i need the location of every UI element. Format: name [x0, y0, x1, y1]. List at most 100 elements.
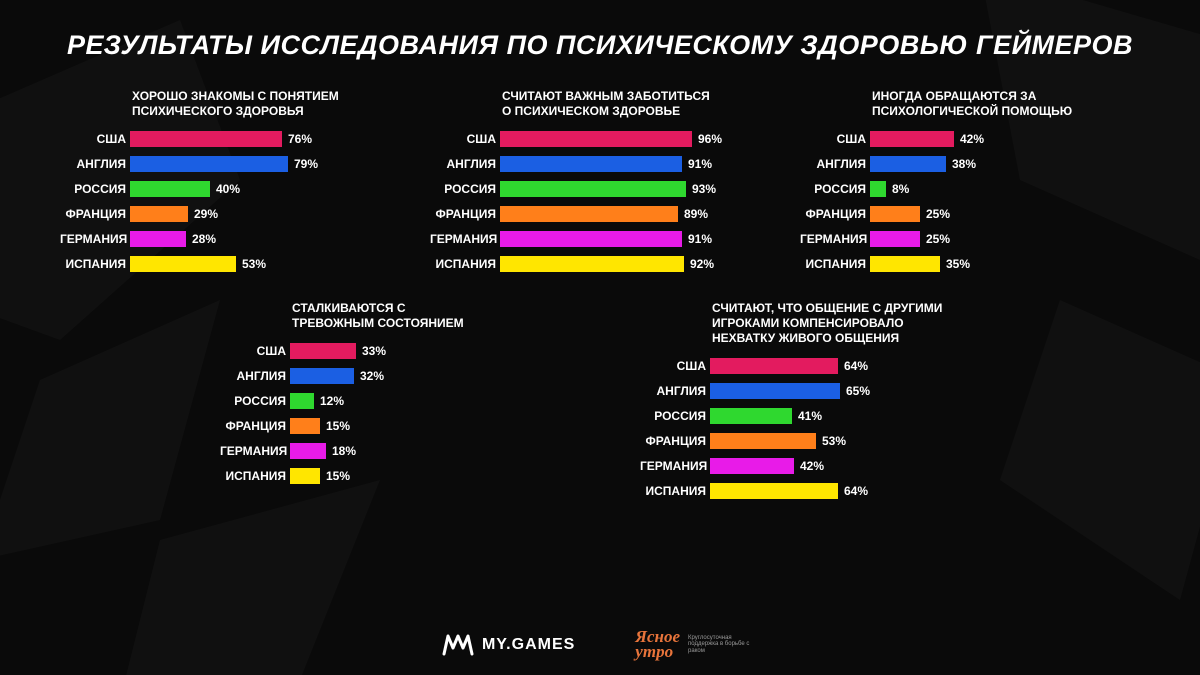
- charts-row-2: СТАЛКИВАЮТСЯ С ТРЕВОЖНЫМ СОСТОЯНИЕМ США33…: [60, 301, 1140, 506]
- bar-row: ИСПАНИЯ35%: [800, 254, 1140, 274]
- bar-fill: [500, 181, 686, 197]
- bar-value: 28%: [192, 232, 216, 246]
- bar-track: 25%: [870, 206, 1140, 222]
- country-label: ФРАНЦИЯ: [640, 434, 710, 448]
- bar-value: 96%: [698, 132, 722, 146]
- bar-value: 8%: [892, 182, 909, 196]
- bar-value: 29%: [194, 207, 218, 221]
- bar-row: США96%: [430, 129, 770, 149]
- bar-row: ГЕРМАНИЯ25%: [800, 229, 1140, 249]
- bar-fill: [710, 483, 838, 499]
- bar-track: 15%: [290, 468, 560, 484]
- bar-row: ФРАНЦИЯ15%: [220, 416, 560, 436]
- bar-track: 96%: [500, 131, 770, 147]
- bar-value: 79%: [294, 157, 318, 171]
- country-label: ИСПАНИЯ: [640, 484, 710, 498]
- bar-value: 53%: [822, 434, 846, 448]
- bar-value: 65%: [846, 384, 870, 398]
- bar-row: ГЕРМАНИЯ 28%: [60, 229, 400, 249]
- chart-title: СТАЛКИВАЮТСЯ С ТРЕВОЖНЫМ СОСТОЯНИЕМ: [220, 301, 560, 331]
- bar-fill: [870, 131, 954, 147]
- bar-track: 35%: [870, 256, 1140, 272]
- bar-value: 32%: [360, 369, 384, 383]
- bar-fill: [290, 393, 314, 409]
- bar-value: 91%: [688, 232, 712, 246]
- country-label: РОССИЯ: [60, 182, 130, 196]
- bar-value: 89%: [684, 207, 708, 221]
- country-label: США: [800, 132, 870, 146]
- country-label: США: [60, 132, 130, 146]
- country-label: ГЕРМАНИЯ: [220, 444, 290, 458]
- mygames-logo: MY.GAMES: [442, 634, 575, 656]
- bar-fill: [130, 156, 288, 172]
- country-label: ИСПАНИЯ: [60, 257, 130, 271]
- country-label: ИСПАНИЯ: [220, 469, 290, 483]
- bar-value: 92%: [690, 257, 714, 271]
- country-label: АНГЛИЯ: [640, 384, 710, 398]
- bar-row: ГЕРМАНИЯ91%: [430, 229, 770, 249]
- bar-value: 38%: [952, 157, 976, 171]
- bar-fill: [710, 358, 838, 374]
- bar-row: ИСПАНИЯ53%: [60, 254, 400, 274]
- bar-fill: [130, 231, 186, 247]
- bar-value: 64%: [844, 359, 868, 373]
- bar-track: 42%: [870, 131, 1140, 147]
- bar-chart: ИНОГДА ОБРАЩАЮТСЯ ЗА ПСИХОЛОГИЧЕСКОЙ ПОМ…: [800, 89, 1140, 279]
- bar-track: 53%: [130, 256, 400, 272]
- chart-title: СЧИТАЮТ, ЧТО ОБЩЕНИЕ С ДРУГИМИ ИГРОКАМИ …: [640, 301, 980, 346]
- country-label: ФРАНЦИЯ: [430, 207, 500, 221]
- country-label: РОССИЯ: [800, 182, 870, 196]
- bar-row: США33%: [220, 341, 560, 361]
- footer-logos: MY.GAMES Ясное утро Круглосуточная подде…: [0, 630, 1200, 659]
- country-label: ГЕРМАНИЯ: [800, 232, 870, 246]
- bar-row: США76%: [60, 129, 400, 149]
- bar-fill: [710, 383, 840, 399]
- bar-value: 93%: [692, 182, 716, 196]
- bar-row: ИСПАНИЯ 64%: [640, 481, 980, 501]
- bar-fill: [870, 156, 946, 172]
- bar-fill: [870, 231, 920, 247]
- bar-fill: [870, 181, 886, 197]
- bar-fill: [130, 131, 282, 147]
- bar-value: 12%: [320, 394, 344, 408]
- bar-track: 38%: [870, 156, 1140, 172]
- chart-title: ХОРОШО ЗНАКОМЫ С ПОНЯТИЕМ ПСИХИЧЕСКОГО З…: [60, 89, 400, 119]
- country-label: ФРАНЦИЯ: [800, 207, 870, 221]
- bar-fill: [500, 256, 684, 272]
- bar-fill: [500, 156, 682, 172]
- bar-fill: [500, 131, 692, 147]
- bar-row: АНГЛИЯ32%: [220, 366, 560, 386]
- bar-row: РОССИЯ12%: [220, 391, 560, 411]
- bar-fill: [130, 206, 188, 222]
- bar-row: ФРАНЦИЯ29%: [60, 204, 400, 224]
- bar-row: ФРАНЦИЯ25%: [800, 204, 1140, 224]
- chart-title: ИНОГДА ОБРАЩАЮТСЯ ЗА ПСИХОЛОГИЧЕСКОЙ ПОМ…: [800, 89, 1140, 119]
- bar-fill: [500, 206, 678, 222]
- bar-value: 64%: [844, 484, 868, 498]
- bar-track: 92%: [500, 256, 770, 272]
- country-label: РОССИЯ: [430, 182, 500, 196]
- bar-track: 91%: [500, 231, 770, 247]
- country-label: США: [640, 359, 710, 373]
- bar-track: 28%: [130, 231, 400, 247]
- bar-value: 35%: [946, 257, 970, 271]
- bar-fill: [130, 181, 210, 197]
- bar-fill: [290, 468, 320, 484]
- bar-row: РОССИЯ 93%: [430, 179, 770, 199]
- bar-track: 53%: [710, 433, 980, 449]
- bar-track: 64%: [710, 483, 980, 499]
- bar-track: 15%: [290, 418, 560, 434]
- mygames-logo-icon: [442, 634, 474, 656]
- bar-row: АНГЛИЯ79%: [60, 154, 400, 174]
- yasnoe-utro-text: Ясное утро: [635, 630, 680, 659]
- bar-track: 76%: [130, 131, 400, 147]
- main-title: РЕЗУЛЬТАТЫ ИССЛЕДОВАНИЯ ПО ПСИХИЧЕСКОМУ …: [60, 30, 1140, 61]
- bar-value: 91%: [688, 157, 712, 171]
- country-label: АНГЛИЯ: [800, 157, 870, 171]
- bar-fill: [870, 256, 940, 272]
- country-label: США: [220, 344, 290, 358]
- bar-fill: [130, 256, 236, 272]
- bar-fill: [500, 231, 682, 247]
- bar-row: США 64%: [640, 356, 980, 376]
- country-label: ГЕРМАНИЯ: [60, 232, 130, 246]
